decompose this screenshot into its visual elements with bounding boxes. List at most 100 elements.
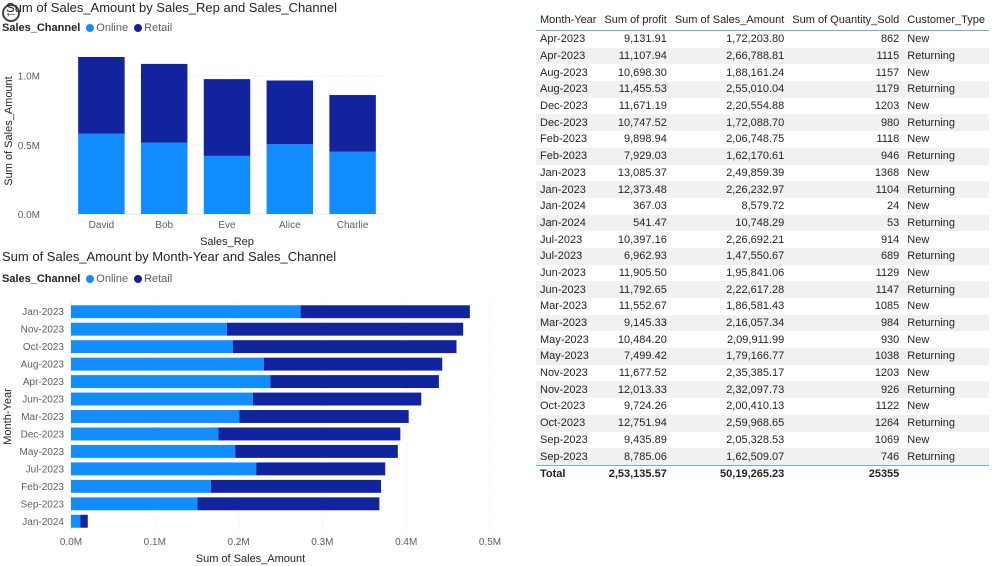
table-cell: 914: [880, 233, 900, 246]
table-cell: 1,72,203.80: [726, 33, 785, 46]
table-cell: 984: [788, 314, 904, 332]
bar-online: [266, 144, 314, 214]
x-tick-label: Charlie: [337, 220, 369, 231]
column-header[interactable]: Month-Year: [536, 2, 601, 31]
chart1-legend-online[interactable]: Online: [84, 22, 128, 34]
y-tick-label: Sep-2023: [21, 499, 65, 510]
bar-retail: [78, 56, 125, 134]
y-tick-label: Nov-2023: [21, 325, 65, 336]
table-cell: 11,671.19: [618, 100, 667, 113]
table-row: Feb-2023 7,929.03 1,62,170.61 946 Returning: [536, 147, 989, 165]
back-arrow-icon[interactable]: ←: [2, 4, 20, 22]
table-cell: Returning: [903, 214, 989, 232]
chart2-legend-retail-label: Retail: [144, 273, 173, 285]
bar-retail: [270, 375, 439, 389]
table-row: Dec-2023 10,747.52 1,72,088.70 980 Returning: [536, 114, 989, 132]
table-cell: New: [907, 433, 930, 446]
table-cell: Mar-2023: [540, 300, 588, 313]
table-cell: 2,66,788.81: [670, 47, 789, 65]
table-row: Jan-2023 13,085.37 2,49,859.39 1368 New: [536, 165, 989, 182]
table-cell: 2,09,911.99: [726, 333, 785, 346]
table-row: May-2023 10,484.20 2,09,911.99 930 New: [536, 331, 989, 348]
table-cell: 12,373.48: [600, 181, 671, 198]
table-cell: 2,35,385.17: [726, 367, 785, 380]
table-row: Apr-2023 9,131.91 1,72,203.80 862 New: [536, 31, 989, 48]
table-cell: Mar-2023: [536, 314, 601, 332]
chart2-legend-title: Sales_Channel: [2, 273, 81, 285]
bar-online: [71, 497, 198, 511]
bar-retail: [210, 479, 382, 493]
month-year-stacked-bar-chart: 0.0M 0.1M 0.2M 0.3M 0.4M 0.5M Jan-2023 Nov-2023…: [2, 301, 501, 565]
table-cell: 8,579.72: [741, 200, 785, 213]
table-cell: Oct-2023: [540, 400, 586, 413]
online-dot-icon: [86, 275, 95, 283]
sales-rep-stacked-column-chart: 0.0M 0.5M 1.0M David Bob Eve Alice Charlie Sales…: [3, 56, 384, 248]
chart1-legend-retail[interactable]: Retail: [132, 22, 172, 34]
table-cell: 11,677.52: [618, 367, 667, 380]
table-cell: Jan-2023: [536, 181, 601, 198]
table-cell: 2,32,097.73: [670, 381, 789, 399]
table-cell: 2,05,328.53: [726, 433, 785, 446]
table-cell: 1179: [788, 81, 904, 98]
table-row: Mar-2023 9,145.33 2,16,057.34 984 Returning: [536, 314, 989, 332]
column-header[interactable]: Customer_Type: [903, 2, 989, 31]
table-cell: New: [907, 300, 930, 313]
table-total-row: Total 2,53,135.57 50,19,265.23 25355: [536, 464, 989, 483]
table-cell: New: [907, 400, 930, 413]
y-tick-label: Oct-2023: [23, 342, 65, 353]
table-cell: 24: [887, 200, 900, 213]
chart2-title: Sum of Sales_Amount by Month-Year and Sa…: [2, 249, 337, 264]
bar-online: [78, 133, 125, 214]
table-cell: Returning: [903, 414, 989, 432]
table-row: Jun-2023 11,792.65 2,22,617.28 1147 Returnin…: [536, 281, 989, 298]
table-row: Aug-2023 11,455.53 2,55,010.04 1179 Returnin…: [536, 81, 989, 98]
x-tick-label: Bob: [155, 220, 173, 231]
table-cell: New: [907, 100, 930, 113]
y-tick-label: Jan-2023: [22, 307, 64, 318]
chart1-legend-title: Sales_Channel: [2, 22, 81, 34]
table-cell: 2,00,410.13: [726, 400, 785, 413]
table-cell: 2,26,232.97: [670, 181, 789, 198]
bar-retail: [266, 80, 314, 145]
table-cell: 11,455.53: [600, 81, 671, 98]
bar-online: [203, 155, 251, 214]
chart2-legend-online-label: Online: [96, 273, 129, 285]
table-cell: Oct-2023: [536, 414, 601, 432]
retail-dot-icon: [134, 24, 143, 32]
table-cell: 10,748.29: [670, 214, 789, 232]
table-cell: Returning: [903, 81, 989, 98]
table-total-cell: 25355: [788, 464, 904, 483]
table-cell: Apr-2023: [540, 33, 586, 46]
table-cell: 1203: [874, 100, 900, 113]
y-tick-label: 0.5M: [18, 141, 40, 152]
table-row: Oct-2023 9,724.26 2,00,410.13 1122 New: [536, 398, 989, 415]
table-row: Jan-2024 367.03 8,579.72 24 New: [536, 198, 989, 215]
bar-retail: [80, 514, 88, 528]
column-header[interactable]: Sum of Quantity_Sold: [788, 2, 904, 31]
table-row: Jun-2023 11,905.50 1,95,841.06 1129 New: [536, 265, 989, 282]
table-cell: New: [907, 166, 930, 179]
table-cell: 1,86,581.43: [726, 300, 785, 313]
bar-online: [71, 340, 233, 354]
table-cell: Aug-2023: [540, 66, 588, 79]
bar-online: [71, 305, 301, 319]
table-cell: Feb-2023: [536, 147, 601, 165]
column-header[interactable]: Sum of profit: [600, 2, 671, 31]
y-tick-label: Feb-2023: [21, 482, 64, 493]
chart2-legend-retail[interactable]: Retail: [132, 273, 172, 285]
table-cell: Returning: [903, 348, 989, 365]
table-cell: Returning: [903, 381, 989, 399]
table-cell: 1203: [874, 367, 900, 380]
online-dot-icon: [86, 24, 95, 32]
table-cell: 11,552.67: [618, 300, 667, 313]
table-cell: 980: [788, 114, 904, 132]
bar-retail: [256, 462, 386, 476]
chart2-legend-online[interactable]: Online: [84, 273, 128, 285]
table-cell: 11,905.50: [618, 266, 667, 279]
table-cell: 746: [788, 448, 904, 466]
table-cell: Jun-2023: [540, 266, 586, 279]
table-cell: New: [907, 266, 930, 279]
table-row: Oct-2023 12,751.94 2,59,968.65 1264 Returnin…: [536, 414, 989, 432]
column-header[interactable]: Sum of Sales_Amount: [670, 2, 789, 31]
table-cell: Returning: [903, 114, 989, 132]
